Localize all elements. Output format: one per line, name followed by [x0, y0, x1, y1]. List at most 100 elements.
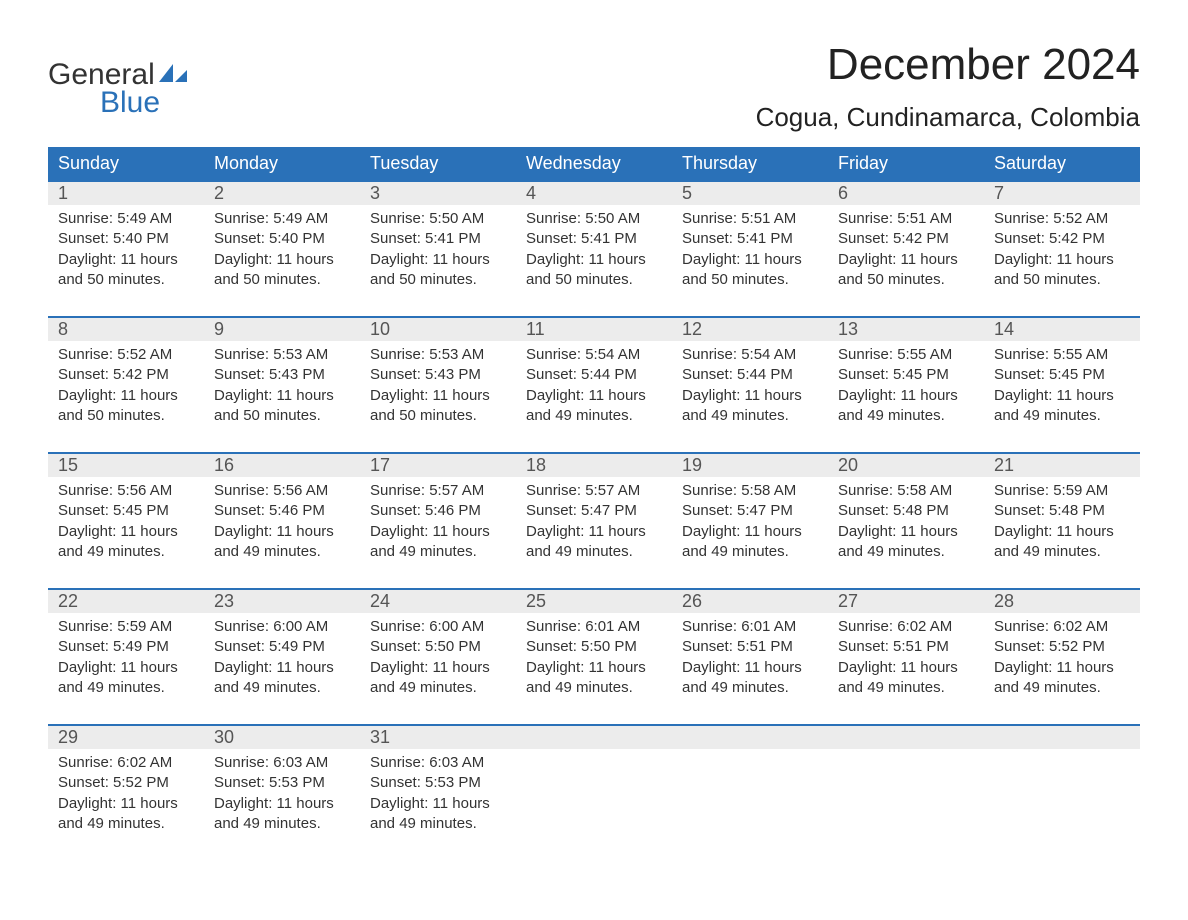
- sunset-text: Sunset: 5:47 PM: [526, 501, 662, 521]
- sunrise-text: Sunrise: 5:56 AM: [214, 481, 350, 501]
- daylight-text-line2: and 49 minutes.: [526, 406, 662, 426]
- sunset-text: Sunset: 5:51 PM: [682, 637, 818, 657]
- daylight-text-line2: and 49 minutes.: [994, 678, 1130, 698]
- day-detail-cell: Sunrise: 5:57 AMSunset: 5:46 PMDaylight:…: [360, 477, 516, 589]
- sunrise-text: Sunrise: 6:02 AM: [838, 617, 974, 637]
- sunrise-text: Sunrise: 5:52 AM: [58, 345, 194, 365]
- day-detail-cell: Sunrise: 5:49 AMSunset: 5:40 PMDaylight:…: [48, 205, 204, 317]
- daylight-text-line1: Daylight: 11 hours: [682, 522, 818, 542]
- day-number-cell: 16: [204, 454, 360, 477]
- day-number-cell: 6: [828, 182, 984, 205]
- daylight-text-line1: Daylight: 11 hours: [58, 794, 194, 814]
- sunrise-text: Sunrise: 5:53 AM: [214, 345, 350, 365]
- sunset-text: Sunset: 5:52 PM: [994, 637, 1130, 657]
- day-number-cell: 28: [984, 590, 1140, 613]
- daylight-text-line1: Daylight: 11 hours: [58, 658, 194, 678]
- daylight-text-line2: and 49 minutes.: [838, 678, 974, 698]
- daylight-text-line2: and 50 minutes.: [682, 270, 818, 290]
- daylight-text-line1: Daylight: 11 hours: [526, 522, 662, 542]
- sunset-text: Sunset: 5:40 PM: [214, 229, 350, 249]
- weekday-header: Tuesday: [360, 147, 516, 181]
- sunset-text: Sunset: 5:42 PM: [58, 365, 194, 385]
- day-detail-cell: Sunrise: 6:02 AMSunset: 5:52 PMDaylight:…: [984, 613, 1140, 725]
- daylight-text-line2: and 49 minutes.: [994, 406, 1130, 426]
- sunset-text: Sunset: 5:41 PM: [370, 229, 506, 249]
- sunset-text: Sunset: 5:42 PM: [838, 229, 974, 249]
- sunset-text: Sunset: 5:44 PM: [682, 365, 818, 385]
- day-number-cell: 14: [984, 318, 1140, 341]
- daylight-text-line1: Daylight: 11 hours: [838, 250, 974, 270]
- day-number-cell: 13: [828, 318, 984, 341]
- daylight-text-line2: and 49 minutes.: [838, 542, 974, 562]
- sunrise-text: Sunrise: 6:00 AM: [370, 617, 506, 637]
- sunrise-text: Sunrise: 5:57 AM: [526, 481, 662, 501]
- daylight-text-line2: and 49 minutes.: [58, 542, 194, 562]
- daylight-text-line1: Daylight: 11 hours: [994, 658, 1130, 678]
- day-detail-cell: Sunrise: 5:51 AMSunset: 5:42 PMDaylight:…: [828, 205, 984, 317]
- sunset-text: Sunset: 5:41 PM: [526, 229, 662, 249]
- sunrise-text: Sunrise: 5:59 AM: [994, 481, 1130, 501]
- daylight-text-line1: Daylight: 11 hours: [526, 250, 662, 270]
- sunrise-text: Sunrise: 5:54 AM: [526, 345, 662, 365]
- day-detail-cell: [672, 749, 828, 860]
- daylight-text-line2: and 49 minutes.: [526, 678, 662, 698]
- sunset-text: Sunset: 5:50 PM: [370, 637, 506, 657]
- title-block: December 2024 Cogua, Cundinamarca, Colom…: [756, 40, 1140, 147]
- day-detail-cell: Sunrise: 5:52 AMSunset: 5:42 PMDaylight:…: [48, 341, 204, 453]
- daylight-text-line1: Daylight: 11 hours: [526, 658, 662, 678]
- day-number-cell: 31: [360, 726, 516, 749]
- weekday-header: Monday: [204, 147, 360, 181]
- day-detail-cell: Sunrise: 6:00 AMSunset: 5:50 PMDaylight:…: [360, 613, 516, 725]
- day-number-cell: 1: [48, 182, 204, 205]
- day-number-cell: 26: [672, 590, 828, 613]
- brand-word2: Blue: [100, 86, 160, 120]
- sunset-text: Sunset: 5:52 PM: [58, 773, 194, 793]
- daylight-text-line2: and 50 minutes.: [370, 270, 506, 290]
- day-number-cell: 12: [672, 318, 828, 341]
- sunrise-text: Sunrise: 5:49 AM: [214, 209, 350, 229]
- day-number-cell: 15: [48, 454, 204, 477]
- sunset-text: Sunset: 5:40 PM: [58, 229, 194, 249]
- day-number-cell: 10: [360, 318, 516, 341]
- daylight-text-line1: Daylight: 11 hours: [214, 386, 350, 406]
- daylight-text-line1: Daylight: 11 hours: [682, 250, 818, 270]
- sunrise-text: Sunrise: 6:03 AM: [370, 753, 506, 773]
- day-detail-cell: Sunrise: 5:53 AMSunset: 5:43 PMDaylight:…: [204, 341, 360, 453]
- day-detail-cell: Sunrise: 5:49 AMSunset: 5:40 PMDaylight:…: [204, 205, 360, 317]
- day-detail-cell: Sunrise: 5:55 AMSunset: 5:45 PMDaylight:…: [828, 341, 984, 453]
- day-detail-cell: Sunrise: 5:58 AMSunset: 5:48 PMDaylight:…: [828, 477, 984, 589]
- day-number-cell: 8: [48, 318, 204, 341]
- daylight-text-line1: Daylight: 11 hours: [58, 522, 194, 542]
- daylight-text-line1: Daylight: 11 hours: [370, 250, 506, 270]
- sunset-text: Sunset: 5:53 PM: [214, 773, 350, 793]
- daylight-text-line1: Daylight: 11 hours: [994, 386, 1130, 406]
- daylight-text-line2: and 49 minutes.: [214, 542, 350, 562]
- weekday-header: Friday: [828, 147, 984, 181]
- weekday-header: Wednesday: [516, 147, 672, 181]
- day-detail-cell: Sunrise: 6:02 AMSunset: 5:52 PMDaylight:…: [48, 749, 204, 860]
- daylight-text-line1: Daylight: 11 hours: [370, 386, 506, 406]
- day-detail-row: Sunrise: 6:02 AMSunset: 5:52 PMDaylight:…: [48, 749, 1140, 860]
- daylight-text-line1: Daylight: 11 hours: [838, 658, 974, 678]
- sunset-text: Sunset: 5:50 PM: [526, 637, 662, 657]
- sunset-text: Sunset: 5:51 PM: [838, 637, 974, 657]
- day-number-cell: 5: [672, 182, 828, 205]
- sunrise-text: Sunrise: 5:50 AM: [526, 209, 662, 229]
- daylight-text-line1: Daylight: 11 hours: [682, 658, 818, 678]
- sunset-text: Sunset: 5:49 PM: [58, 637, 194, 657]
- day-number-cell: [828, 726, 984, 749]
- day-number-cell: 30: [204, 726, 360, 749]
- sunset-text: Sunset: 5:44 PM: [526, 365, 662, 385]
- daylight-text-line1: Daylight: 11 hours: [370, 522, 506, 542]
- daylight-text-line2: and 49 minutes.: [214, 814, 350, 834]
- daylight-text-line2: and 49 minutes.: [58, 678, 194, 698]
- daylight-text-line1: Daylight: 11 hours: [214, 794, 350, 814]
- sunrise-text: Sunrise: 6:02 AM: [994, 617, 1130, 637]
- day-detail-cell: Sunrise: 5:53 AMSunset: 5:43 PMDaylight:…: [360, 341, 516, 453]
- day-detail-cell: Sunrise: 6:03 AMSunset: 5:53 PMDaylight:…: [204, 749, 360, 860]
- day-detail-cell: [984, 749, 1140, 860]
- daylight-text-line2: and 49 minutes.: [214, 678, 350, 698]
- daylight-text-line2: and 50 minutes.: [214, 270, 350, 290]
- day-detail-cell: Sunrise: 5:50 AMSunset: 5:41 PMDaylight:…: [516, 205, 672, 317]
- day-number-cell: [516, 726, 672, 749]
